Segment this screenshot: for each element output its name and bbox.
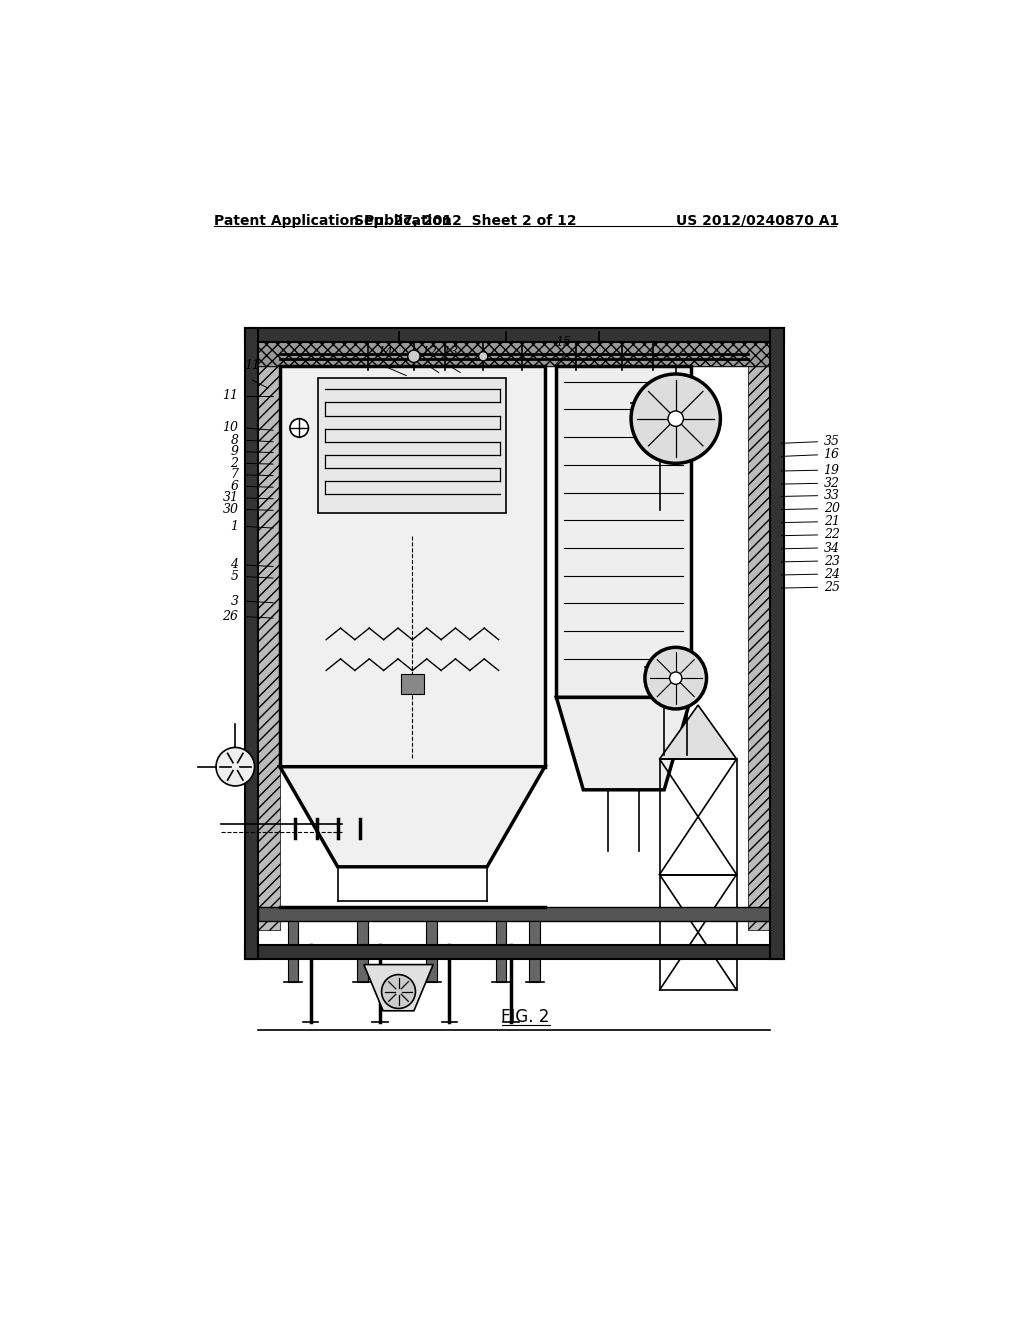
Polygon shape bbox=[556, 697, 691, 789]
Text: Sep. 27, 2012  Sheet 2 of 12: Sep. 27, 2012 Sheet 2 of 12 bbox=[354, 214, 577, 228]
Bar bbox=[770, 327, 783, 960]
Circle shape bbox=[382, 974, 416, 1008]
Text: 8: 8 bbox=[230, 434, 239, 446]
Text: 11: 11 bbox=[244, 359, 260, 372]
Text: 25: 25 bbox=[823, 581, 840, 594]
Circle shape bbox=[408, 350, 420, 363]
Text: 16: 16 bbox=[823, 449, 840, 462]
Bar bbox=[400, 675, 424, 693]
Text: 7: 7 bbox=[230, 469, 239, 482]
Text: 1: 1 bbox=[230, 520, 239, 533]
Text: 6: 6 bbox=[230, 480, 239, 492]
Text: 9: 9 bbox=[230, 445, 239, 458]
Text: 12: 12 bbox=[421, 346, 437, 359]
Bar bbox=[749, 367, 770, 929]
Text: 20: 20 bbox=[823, 502, 840, 515]
Text: 22: 22 bbox=[823, 528, 840, 541]
Circle shape bbox=[290, 418, 308, 437]
Text: 3: 3 bbox=[230, 594, 239, 607]
Text: US 2012/0240870 A1: US 2012/0240870 A1 bbox=[676, 214, 839, 228]
Bar bbox=[529, 921, 541, 982]
Text: 35: 35 bbox=[823, 436, 840, 449]
Bar bbox=[556, 367, 691, 697]
Text: 23: 23 bbox=[823, 554, 840, 568]
Text: Patent Application Publication: Patent Application Publication bbox=[214, 214, 452, 228]
Text: 4: 4 bbox=[230, 558, 239, 572]
Text: 34: 34 bbox=[823, 541, 840, 554]
Text: 31: 31 bbox=[222, 491, 239, 504]
Bar bbox=[659, 874, 736, 990]
Bar bbox=[288, 921, 298, 982]
Text: 11: 11 bbox=[222, 389, 239, 403]
Text: 15: 15 bbox=[555, 335, 571, 348]
Text: 10: 10 bbox=[222, 421, 239, 434]
Bar bbox=[496, 921, 506, 982]
Bar bbox=[357, 921, 368, 982]
Text: 26: 26 bbox=[222, 610, 239, 623]
Circle shape bbox=[478, 351, 487, 360]
Polygon shape bbox=[659, 705, 736, 759]
Bar bbox=[426, 921, 437, 982]
Circle shape bbox=[668, 411, 683, 426]
Text: 14: 14 bbox=[377, 346, 392, 359]
Bar bbox=[280, 367, 545, 767]
Bar bbox=[258, 367, 280, 929]
Text: 21: 21 bbox=[823, 515, 840, 528]
Bar bbox=[245, 327, 258, 960]
Bar bbox=[258, 907, 770, 921]
Text: 13: 13 bbox=[442, 346, 458, 359]
Text: 32: 32 bbox=[823, 477, 840, 490]
Text: 2: 2 bbox=[230, 457, 239, 470]
Circle shape bbox=[216, 747, 255, 785]
Polygon shape bbox=[364, 965, 433, 1011]
Text: 30: 30 bbox=[222, 503, 239, 516]
Text: 19: 19 bbox=[823, 463, 840, 477]
Text: FIG. 2: FIG. 2 bbox=[501, 1008, 549, 1026]
Bar bbox=[245, 327, 783, 342]
Text: 5: 5 bbox=[230, 570, 239, 583]
Text: 24: 24 bbox=[823, 568, 840, 581]
Circle shape bbox=[631, 374, 720, 463]
Text: 33: 33 bbox=[823, 490, 840, 502]
Circle shape bbox=[670, 672, 682, 684]
Bar bbox=[659, 759, 736, 874]
Bar bbox=[245, 945, 783, 960]
Bar bbox=[258, 342, 770, 367]
Bar bbox=[258, 342, 770, 367]
Polygon shape bbox=[280, 767, 545, 867]
Circle shape bbox=[645, 647, 707, 709]
Bar bbox=[318, 378, 506, 512]
